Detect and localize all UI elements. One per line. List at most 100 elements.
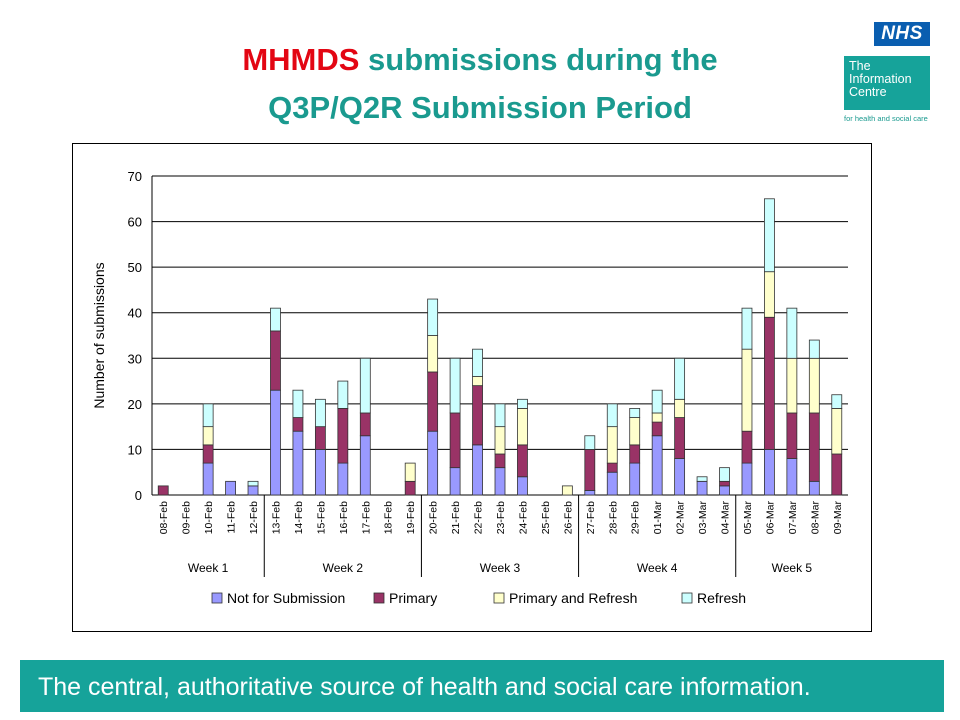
- bar-segment: [404, 462, 416, 482]
- x-tick-label: 05-Mar: [742, 501, 754, 535]
- bar-segment: [719, 485, 730, 496]
- x-tick-label: 21-Feb: [450, 501, 462, 534]
- stacked-bar-chart: 0 10 20 30 40 50 60 70 Number of submissions 08-F…: [91, 169, 848, 606]
- x-tick-label: 09-Mar: [832, 501, 844, 535]
- bar-segment: [786, 412, 798, 459]
- bar-segment: [292, 417, 304, 432]
- x-tick-label: 28-Feb: [607, 501, 619, 534]
- bar-segment: [786, 357, 798, 414]
- bar-segment: [314, 398, 326, 428]
- x-tick-label: 08-Mar: [809, 501, 821, 535]
- bar-segment: [472, 376, 483, 387]
- bar-segment: [651, 389, 663, 414]
- bar-segment: [517, 398, 528, 409]
- bar-segment: [247, 480, 259, 487]
- logo-name-line-2: Information: [849, 72, 912, 86]
- chart-frame: 0 10 20 30 40 50 60 70 Number of submissions 08-F…: [72, 143, 872, 632]
- bar-segment: [337, 408, 349, 464]
- bar-segment: [651, 435, 663, 496]
- bar-segment: [517, 444, 528, 478]
- bar-segment: [786, 458, 798, 496]
- bar-segment: [292, 389, 304, 418]
- bar-segment: [808, 412, 820, 482]
- bar-segment: [674, 398, 686, 418]
- title-line-2: Q3P/Q2R Submission Period: [268, 90, 692, 125]
- bar-segment: [472, 385, 483, 446]
- bar-segment: [449, 357, 461, 414]
- y-tick-label: 40: [128, 306, 142, 321]
- bar-segment: [674, 458, 686, 496]
- title-accent: MHMDS: [242, 42, 360, 77]
- week-label: Week 5: [772, 561, 813, 575]
- bar-segment: [202, 426, 214, 446]
- legend-label: Primary and Refresh: [509, 590, 637, 606]
- footer-bar: The central, authoritative source of hea…: [20, 660, 944, 712]
- x-tick-label: 08-Feb: [158, 501, 170, 534]
- week-label: Week 3: [480, 561, 521, 575]
- bar-segment: [786, 307, 798, 359]
- y-tick-label: 60: [128, 215, 142, 230]
- bar-segment: [764, 198, 775, 273]
- bar-segment: [741, 348, 753, 432]
- x-tick-label: 18-Feb: [383, 501, 395, 534]
- bar-segment: [719, 467, 730, 482]
- x-tick-label: 03-Mar: [697, 501, 709, 535]
- bar-segment: [741, 430, 753, 464]
- bar-segment: [831, 408, 843, 455]
- bar-segment: [270, 330, 281, 391]
- legend-label: Not for Submission: [227, 590, 345, 606]
- x-tick-label: 11-Feb: [226, 501, 238, 534]
- bar-segment: [808, 480, 820, 496]
- bar-segment: [584, 435, 596, 450]
- bar-segment: [674, 357, 686, 400]
- legend-swatch: [211, 592, 223, 604]
- bar-segment: [225, 480, 236, 496]
- bar-segment: [292, 430, 304, 496]
- legend-swatch: [373, 592, 385, 604]
- x-tick-label: 29-Feb: [630, 501, 642, 534]
- x-tick-label: 23-Feb: [495, 501, 507, 534]
- y-tick-label: 10: [128, 442, 142, 457]
- bar-segment: [629, 444, 641, 464]
- legend-label: Primary: [389, 590, 437, 606]
- bar-segment: [561, 485, 573, 496]
- logo-tagline: for health and social care: [844, 114, 928, 123]
- x-tick-label: 10-Feb: [203, 501, 215, 534]
- legend-swatch: [681, 592, 693, 604]
- bar-segment: [337, 380, 349, 409]
- bar-segment: [449, 467, 461, 496]
- bar-segment: [764, 449, 775, 496]
- bar-segment: [449, 412, 461, 469]
- x-tick-label: 07-Mar: [787, 501, 799, 535]
- bar-segment: [359, 412, 371, 437]
- bar-segment: [629, 417, 641, 446]
- bar-segment: [314, 449, 326, 496]
- bar-segment: [270, 307, 281, 332]
- x-tick-label: 19-Feb: [405, 501, 417, 534]
- y-axis-label: Number of submissions: [91, 262, 107, 408]
- bar-segment: [427, 335, 439, 373]
- bar-segment: [247, 485, 259, 496]
- bar-segment: [651, 421, 663, 437]
- x-tick-label: 22-Feb: [473, 501, 485, 534]
- bar-segment: [359, 357, 371, 414]
- bar-segment: [696, 480, 708, 496]
- bar-segment: [314, 426, 326, 450]
- x-tick-label: 14-Feb: [293, 501, 305, 534]
- bar-segment: [427, 371, 439, 432]
- bar-segment: [808, 357, 820, 414]
- bar-segment: [606, 471, 618, 496]
- bar-segment: [157, 485, 169, 496]
- x-tick-label: 24-Feb: [517, 501, 529, 534]
- bar-segment: [494, 426, 506, 455]
- legend-label: Refresh: [697, 590, 746, 606]
- x-tick-label: 12-Feb: [248, 501, 260, 534]
- bar-segment: [472, 444, 483, 496]
- bar-segment: [202, 444, 214, 464]
- x-tick-label: 16-Feb: [338, 501, 350, 534]
- y-tick-label: 20: [128, 397, 142, 412]
- bar-segment: [741, 462, 753, 496]
- bar-segment: [808, 339, 820, 359]
- x-tick-label: 06-Mar: [764, 501, 776, 535]
- legend-swatch: [493, 592, 505, 604]
